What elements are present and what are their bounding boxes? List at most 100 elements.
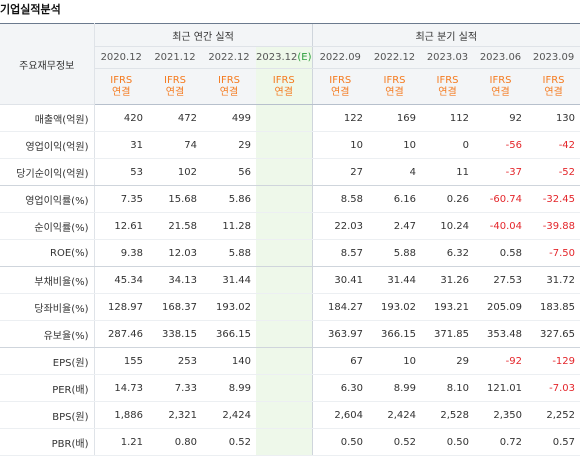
table-cell: 168.37 bbox=[148, 293, 202, 321]
accounting-header: IFRS 연결 bbox=[311, 68, 368, 105]
accounting-header: IFRS 연결 bbox=[148, 68, 202, 105]
table-cell: 472 bbox=[148, 104, 202, 132]
table-cell: 8.99 bbox=[368, 374, 421, 402]
table-cell: 155 bbox=[94, 347, 148, 375]
table-cell bbox=[256, 320, 312, 348]
row-label: 유보율(%) bbox=[0, 320, 95, 348]
table-cell: 112 bbox=[421, 104, 474, 132]
accounting-standard: IFRS bbox=[383, 74, 406, 86]
table-cell: -7.03 bbox=[527, 374, 580, 402]
row-label: 부채비율(%) bbox=[0, 266, 95, 294]
row-label: 영업이익(억원) bbox=[0, 131, 95, 159]
table-cell: 169 bbox=[368, 104, 421, 132]
table-row: EPS(원) 155 253 140 67 10 29 -92 -129 bbox=[0, 347, 580, 375]
consolidation-label: 연결 bbox=[165, 86, 185, 98]
period-label: 2022.09 bbox=[319, 52, 361, 63]
period-header: 2022.12 bbox=[202, 46, 256, 69]
table-cell: 2,604 bbox=[311, 401, 368, 429]
table-cell: 2,350 bbox=[474, 401, 527, 429]
period-label: 2023.12 bbox=[256, 52, 298, 63]
table-row: PER(배) 14.73 7.33 8.99 6.30 8.99 8.10 121.01 -7.… bbox=[0, 374, 580, 402]
table-cell: 6.32 bbox=[421, 239, 474, 267]
table-cell: 9.38 bbox=[94, 239, 148, 267]
period-header: 2023.12(E) bbox=[256, 46, 312, 69]
table-cell: -37 bbox=[474, 158, 527, 186]
table-cell: 31.44 bbox=[202, 266, 256, 294]
table-cell: 10 bbox=[368, 347, 421, 375]
table-row: 유보율(%) 287.46 338.15 366.15 363.97 366.15 371.… bbox=[0, 320, 580, 348]
table-cell: 2,424 bbox=[368, 401, 421, 429]
period-label: 2022.12 bbox=[208, 52, 250, 63]
table-cell bbox=[256, 104, 312, 132]
table-row: ROE(%) 9.38 12.03 5.88 8.57 5.88 6.32 0.58 -7.50 bbox=[0, 239, 580, 267]
table-cell: 22.03 bbox=[311, 212, 368, 240]
table-cell bbox=[256, 158, 312, 186]
table-cell: 29 bbox=[202, 131, 256, 159]
accounting-standard: IFRS bbox=[329, 74, 352, 86]
table-row: 부채비율(%) 45.34 34.13 31.44 30.41 31.44 31.26 27.… bbox=[0, 266, 580, 294]
table-cell: 10 bbox=[368, 131, 421, 159]
table-cell: -60.74 bbox=[474, 185, 527, 213]
period-label: 2023.03 bbox=[426, 52, 469, 63]
table-cell: 4 bbox=[368, 158, 421, 186]
row-label: BPS(원) bbox=[0, 401, 95, 429]
table-cell: 12.03 bbox=[148, 239, 202, 267]
table-cell: 183.85 bbox=[527, 293, 580, 321]
table-cell: 11.28 bbox=[202, 212, 256, 240]
table-cell: 56 bbox=[202, 158, 256, 186]
table-cell: 8.99 bbox=[202, 374, 256, 402]
period-label: 2020.12 bbox=[100, 52, 142, 63]
table-cell bbox=[256, 131, 312, 159]
period-label: 2023.06 bbox=[479, 52, 522, 63]
table-cell: 184.27 bbox=[311, 293, 368, 321]
table-cell: 14.73 bbox=[94, 374, 148, 402]
table-cell: 193.21 bbox=[421, 293, 474, 321]
consolidation-label: 연결 bbox=[274, 86, 293, 98]
table-row: 당기순이익(억원) 53 102 56 27 4 11 -37 -52 bbox=[0, 158, 580, 186]
table-row: 매출액(억원) 420 472 499 122 169 112 92 130 bbox=[0, 104, 580, 132]
table-cell: 67 bbox=[311, 347, 368, 375]
period-header: 2023.09 bbox=[527, 46, 580, 69]
table-body: 매출액(억원) 420 472 499 122 169 112 92 130 영업이익(억원) 31… bbox=[0, 104, 580, 456]
group-quarterly: 최근 분기 실적 bbox=[311, 23, 580, 47]
table-cell bbox=[256, 212, 312, 240]
table-cell bbox=[256, 185, 312, 213]
table-cell: 0.26 bbox=[421, 185, 474, 213]
table-cell: 7.35 bbox=[94, 185, 148, 213]
table-cell: 30.41 bbox=[311, 266, 368, 294]
table-cell: 7.33 bbox=[148, 374, 202, 402]
table-cell: 287.46 bbox=[94, 320, 148, 348]
table-cell: 31.72 bbox=[527, 266, 580, 294]
table-cell: 1.21 bbox=[94, 428, 148, 456]
table-cell: 193.02 bbox=[368, 293, 421, 321]
table-cell: 499 bbox=[202, 104, 256, 132]
table-cell: 0.52 bbox=[368, 428, 421, 456]
accounting-standard: IFRS bbox=[272, 74, 295, 86]
table-cell: 5.88 bbox=[202, 239, 256, 267]
accounting-standard: IFRS bbox=[218, 74, 240, 86]
table-cell: 10.24 bbox=[421, 212, 474, 240]
table-cell: -39.88 bbox=[527, 212, 580, 240]
consolidation-label: 연결 bbox=[491, 86, 510, 98]
table-cell bbox=[256, 266, 312, 294]
table-cell bbox=[256, 293, 312, 321]
table-cell: -32.45 bbox=[527, 185, 580, 213]
table-row: 순이익률(%) 12.61 21.58 11.28 22.03 2.47 10.24 -40.… bbox=[0, 212, 580, 240]
row-label: ROE(%) bbox=[0, 239, 95, 267]
table-cell: 5.86 bbox=[202, 185, 256, 213]
accounting-header: IFRS 연결 bbox=[474, 68, 527, 105]
table-cell: 11 bbox=[421, 158, 474, 186]
row-label: 당기순이익(억원) bbox=[0, 158, 95, 186]
table-cell: 2,252 bbox=[527, 401, 580, 429]
group-annual: 최근 연간 실적 bbox=[94, 23, 312, 47]
table-cell: 8.10 bbox=[421, 374, 474, 402]
table-cell: -56 bbox=[474, 131, 527, 159]
consolidation-label: 연결 bbox=[544, 86, 563, 98]
table-cell: 253 bbox=[148, 347, 202, 375]
table-cell: -92 bbox=[474, 347, 527, 375]
header-group-row: 주요재무정보 최근 연간 실적 최근 분기 실적 bbox=[0, 23, 580, 105]
table-cell: 2,424 bbox=[202, 401, 256, 429]
period-header: 2022.09 bbox=[311, 46, 368, 69]
table-cell: 34.13 bbox=[148, 266, 202, 294]
accounting-standard: IFRS bbox=[489, 74, 512, 86]
